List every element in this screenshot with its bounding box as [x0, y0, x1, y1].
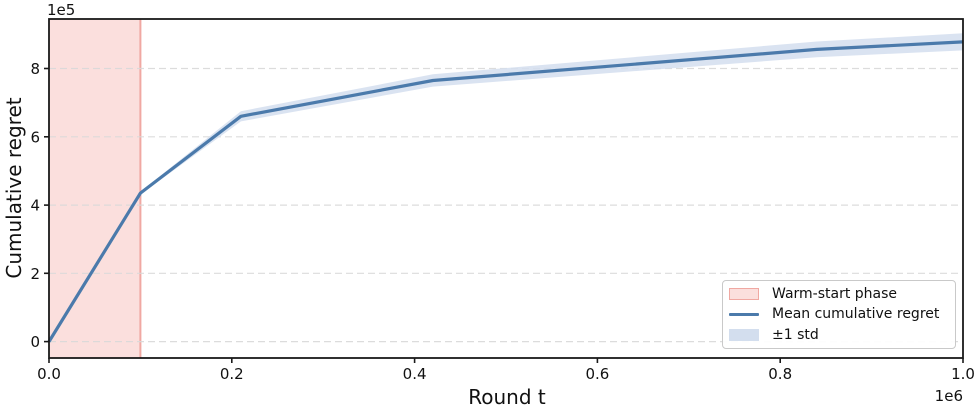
y-tick-label: 8	[30, 60, 40, 78]
plot-spines	[48, 18, 964, 359]
legend-label: Warm-start phase	[772, 286, 898, 303]
tick-label-layer: 0.0 0.2 0.4 0.6 0.8 1.0 0 2 4 6 8	[30, 60, 974, 383]
x-tick-label: 0.4	[403, 365, 427, 383]
y-axis-scale-offset: 1e5	[47, 1, 76, 19]
legend-label: ±1 std	[772, 326, 819, 343]
legend-entry-warm-region: Warm-start phase	[729, 284, 947, 304]
x-tick-label: 0.8	[768, 365, 792, 383]
warm-region-swatch-icon	[729, 288, 759, 301]
y-tick-label: 4	[30, 197, 40, 215]
legend-entry-std-band: ±1 std	[729, 325, 947, 345]
y-tick-label: 2	[30, 265, 40, 283]
legend-label: Mean cumulative regret	[772, 306, 940, 323]
x-tick-label: 0.6	[585, 365, 609, 383]
legend-entry-mean-line: Mean cumulative regret	[729, 304, 947, 324]
x-axis-label: Round t	[468, 385, 546, 409]
x-tick-label: 0.0	[37, 365, 61, 383]
y-axis-label: Cumulative regret	[2, 97, 26, 279]
mean-line-layer	[47, 40, 964, 343]
warm-start-region	[49, 19, 141, 358]
legend: Warm-start phase Mean cumulative regret ±1…	[722, 280, 956, 349]
axes-layer	[44, 18, 964, 363]
x-tick-label: 0.2	[220, 365, 244, 383]
x-tick-label: 1.0	[951, 365, 975, 383]
mean-regret-line	[47, 40, 964, 343]
mean-line-swatch-icon	[729, 312, 759, 317]
std-band-swatch-icon	[729, 328, 759, 341]
warm-start-region-layer	[49, 19, 142, 358]
x-axis-scale-offset: 1e6	[934, 387, 963, 405]
y-tick-label: 6	[30, 128, 40, 146]
y-tick-label: 0	[30, 333, 40, 351]
